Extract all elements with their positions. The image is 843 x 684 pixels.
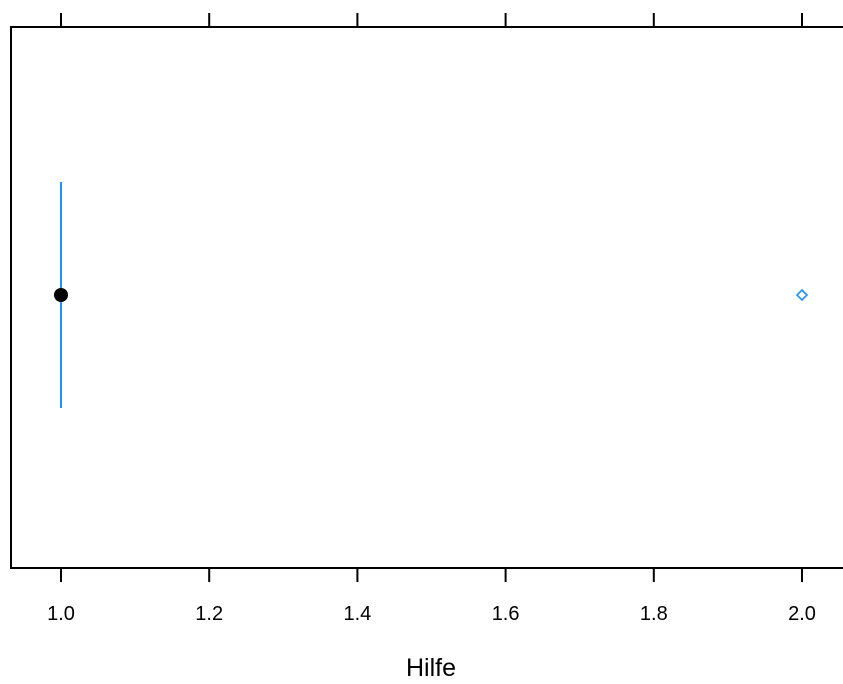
x-tick-label: 1.6 [492, 603, 520, 625]
plot-frame [10, 26, 843, 569]
x-tick-label: 2.0 [788, 603, 816, 625]
top-axis-ticks [60, 13, 803, 27]
x-tick-labels: 1.0 1.2 1.4 1.6 1.8 2.0 [47, 603, 816, 625]
x-tick-label: 1.4 [343, 603, 371, 625]
x-axis-label: Hilfe [406, 654, 456, 682]
x-tick-label: 1.2 [195, 603, 223, 625]
box-plot-marks [54, 182, 809, 408]
x-tick-label: 1.8 [640, 603, 668, 625]
bottom-axis-ticks [60, 568, 803, 582]
outlier-point [795, 288, 809, 302]
median-dot [54, 288, 68, 302]
x-tick-label: 1.0 [47, 603, 75, 625]
